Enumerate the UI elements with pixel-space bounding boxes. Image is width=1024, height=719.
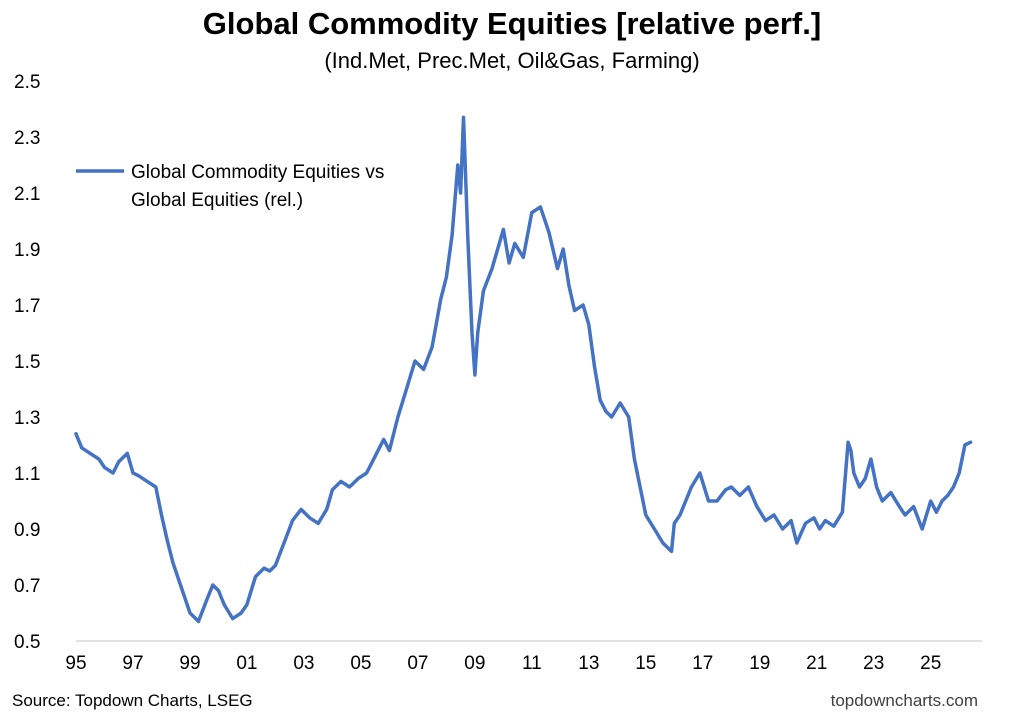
x-tick-label: 99	[179, 653, 200, 674]
x-tick-label: 13	[578, 653, 599, 674]
y-tick-label: 0.5	[14, 632, 40, 653]
y-tick-label: 2.1	[14, 184, 40, 205]
x-tick-label: 21	[806, 653, 827, 674]
y-tick-label: 2.3	[14, 128, 40, 149]
legend: Global Commodity Equities vs Global Equi…	[76, 162, 384, 211]
y-tick-label: 1.5	[14, 352, 40, 373]
x-tick-label: 07	[407, 653, 428, 674]
x-tick-label: 15	[635, 653, 656, 674]
chart-title: Global Commodity Equities [relative perf…	[202, 6, 822, 41]
legend-label-line2: Global Equities (rel.)	[131, 190, 303, 211]
y-tick-label: 2.5	[14, 72, 40, 93]
chart-subtitle: (Ind.Met, Prec.Met, Oil&Gas, Farming)	[324, 48, 700, 73]
x-tick-label: 23	[863, 653, 884, 674]
x-tick-label: 01	[236, 653, 257, 674]
source-note: Source: Topdown Charts, LSEG	[12, 691, 253, 710]
y-tick-label: 0.9	[14, 520, 40, 541]
x-tick-label: 09	[464, 653, 485, 674]
series-layer	[74, 115, 973, 624]
y-tick-label: 1.7	[14, 296, 40, 317]
axes: 0.5 0.7 0.9 1.1 1.3 1.5 1.7 1.9 2.1 2.3 2.5 95 97 99 0…	[14, 72, 982, 674]
legend-label-line1: Global Commodity Equities vs	[131, 162, 384, 183]
x-tick-label: 03	[293, 653, 314, 674]
x-tick-label: 25	[920, 653, 941, 674]
credit-note: topdowncharts.com	[830, 691, 978, 710]
x-tick-label: 95	[65, 653, 86, 674]
y-tick-label: 1.3	[14, 408, 40, 429]
y-tick-label: 1.9	[14, 240, 40, 261]
y-tick-label: 0.7	[14, 576, 40, 597]
x-tick-label: 97	[122, 653, 143, 674]
x-tick-label: 19	[749, 653, 770, 674]
x-tick-label: 11	[522, 653, 542, 674]
y-tick-label: 1.1	[14, 464, 40, 485]
x-tick-label: 05	[350, 653, 371, 674]
series-line	[74, 115, 973, 624]
x-tick-label: 17	[692, 653, 713, 674]
